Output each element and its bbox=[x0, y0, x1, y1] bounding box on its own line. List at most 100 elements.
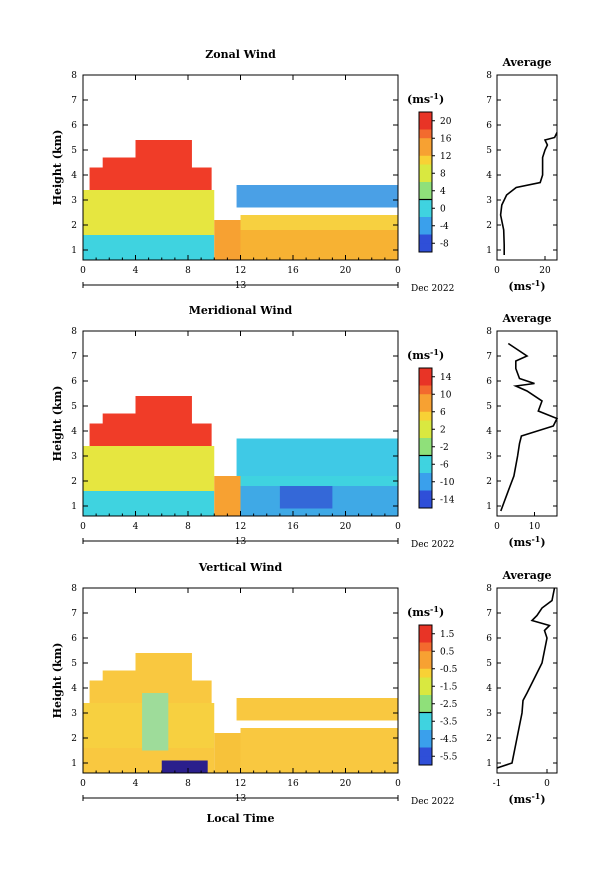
avg-y-tick-label: 7 bbox=[486, 609, 492, 619]
colorbar-tick-label: 4 bbox=[440, 187, 446, 197]
unit-close: ) bbox=[439, 606, 444, 619]
colorbar-swatch bbox=[419, 756, 432, 766]
avg-x-tick-label: 20 bbox=[539, 266, 551, 276]
unit-label: (ms-1) bbox=[407, 91, 444, 106]
heatmap-cell bbox=[83, 235, 215, 260]
date-day: 13 bbox=[235, 281, 247, 291]
x-tick-label: 16 bbox=[287, 266, 299, 276]
colorbar-swatch bbox=[419, 703, 432, 713]
y-tick-label: 5 bbox=[71, 146, 77, 156]
x-tick-label: 4 bbox=[133, 522, 139, 532]
colorbar-swatch bbox=[419, 660, 432, 670]
x-tick-label: 8 bbox=[185, 266, 191, 276]
heatmap-cell bbox=[236, 698, 398, 721]
colorbar-frame bbox=[418, 111, 433, 253]
avg-unit-label: (ms-1) bbox=[508, 534, 545, 549]
avg-y-tick-label: 8 bbox=[486, 327, 492, 337]
colorbar-swatch bbox=[419, 234, 432, 244]
x-tick-label: 4 bbox=[133, 266, 139, 276]
colorbar-tick-label: 0 bbox=[440, 204, 446, 214]
y-tick-label: 8 bbox=[71, 71, 77, 81]
colorbar-swatch bbox=[419, 625, 432, 635]
x-tick-label: 0 bbox=[80, 522, 86, 532]
avg-y-tick-label: 7 bbox=[486, 352, 492, 362]
colorbar-swatch bbox=[419, 651, 432, 661]
x-tick-label: 16 bbox=[287, 779, 299, 789]
heatmap-cell bbox=[89, 423, 212, 446]
colorbar-tick-label: -5.5 bbox=[440, 752, 458, 762]
colorbar-swatch bbox=[419, 730, 432, 740]
colorbar-swatch bbox=[419, 481, 432, 491]
avg-y-tick-label: 1 bbox=[486, 759, 492, 769]
y-tick-label: 6 bbox=[71, 377, 77, 387]
average-title: Average bbox=[501, 56, 551, 69]
colorbar-swatch bbox=[419, 668, 432, 678]
colorbar-swatch bbox=[419, 695, 432, 705]
heatmap-cell bbox=[214, 220, 241, 260]
colorbar-swatch bbox=[419, 173, 432, 183]
unit-label: (ms-1) bbox=[407, 347, 444, 362]
colorbar-swatch bbox=[419, 677, 432, 687]
unit-close: ) bbox=[439, 349, 444, 362]
heatmap-cell bbox=[102, 670, 136, 681]
x-tick-label: 0 bbox=[80, 266, 86, 276]
x-tick-label: 12 bbox=[235, 779, 246, 789]
avg-x-tick-label: -1 bbox=[493, 779, 502, 789]
heatmap-field bbox=[83, 653, 398, 773]
avg-x-tick-label: 10 bbox=[529, 522, 541, 532]
unit-superscript: -1 bbox=[430, 604, 439, 614]
avg-unit-superscript: -1 bbox=[531, 278, 540, 288]
avg-y-tick-label: 6 bbox=[486, 121, 492, 131]
avg-y-tick-label: 8 bbox=[486, 71, 492, 81]
colorbar-swatch bbox=[419, 225, 432, 235]
heatmap-field bbox=[83, 396, 398, 516]
colorbar-swatch bbox=[419, 455, 432, 465]
avg-y-tick-label: 2 bbox=[486, 734, 492, 744]
avg-y-tick-label: 5 bbox=[486, 146, 492, 156]
colorbar-tick-label: 8 bbox=[440, 169, 446, 179]
heatmap-cell bbox=[135, 653, 192, 681]
colorbar-swatch bbox=[419, 155, 432, 165]
colorbar-tick-label: -8 bbox=[440, 239, 449, 249]
x-tick-label: 8 bbox=[185, 779, 191, 789]
y-tick-label: 5 bbox=[71, 659, 77, 669]
colorbar-swatch bbox=[419, 721, 432, 731]
unit-label: (ms-1) bbox=[407, 604, 444, 619]
heatmap-cell bbox=[89, 167, 212, 190]
colorbar-swatch bbox=[419, 243, 432, 253]
colorbar-tick-label: 6 bbox=[440, 408, 446, 418]
colorbar-swatch bbox=[419, 403, 432, 413]
colorbar-swatch bbox=[419, 490, 432, 500]
heatmap-cell bbox=[236, 185, 398, 208]
avg-y-tick-label: 1 bbox=[486, 246, 492, 256]
colorbar-swatch bbox=[419, 138, 432, 148]
avg-y-tick-label: 3 bbox=[486, 196, 492, 206]
y-tick-label: 2 bbox=[71, 221, 77, 231]
colorbar-tick-label: -14 bbox=[440, 495, 455, 505]
avg-unit-superscript: -1 bbox=[531, 791, 540, 801]
colorbar-swatch bbox=[419, 464, 432, 474]
avg-y-tick-label: 5 bbox=[486, 659, 492, 669]
y-tick-label: 3 bbox=[71, 452, 77, 462]
heatmap-cell bbox=[83, 446, 215, 491]
colorbar-tick-label: -4 bbox=[440, 222, 449, 232]
heatmap-cell bbox=[240, 728, 398, 743]
avg-unit-label: (ms-1) bbox=[508, 791, 545, 806]
x-tick-label: 12 bbox=[235, 266, 246, 276]
average-frame bbox=[496, 587, 558, 774]
avg-unit-close: ) bbox=[540, 280, 545, 293]
y-tick-label: 1 bbox=[71, 759, 77, 769]
colorbar-tick-label: 10 bbox=[440, 390, 452, 400]
colorbar-swatch bbox=[419, 747, 432, 757]
unit-superscript: -1 bbox=[430, 347, 439, 357]
colorbar-swatch bbox=[419, 376, 432, 386]
avg-y-tick-label: 6 bbox=[486, 634, 492, 644]
avg-y-tick-label: 4 bbox=[486, 171, 492, 181]
heatmap-cell bbox=[214, 733, 241, 773]
x-tick-label: 20 bbox=[340, 266, 352, 276]
colorbar-tick-label: 12 bbox=[440, 152, 451, 162]
heatmap-cell bbox=[102, 413, 136, 424]
y-tick-label: 2 bbox=[71, 477, 77, 487]
